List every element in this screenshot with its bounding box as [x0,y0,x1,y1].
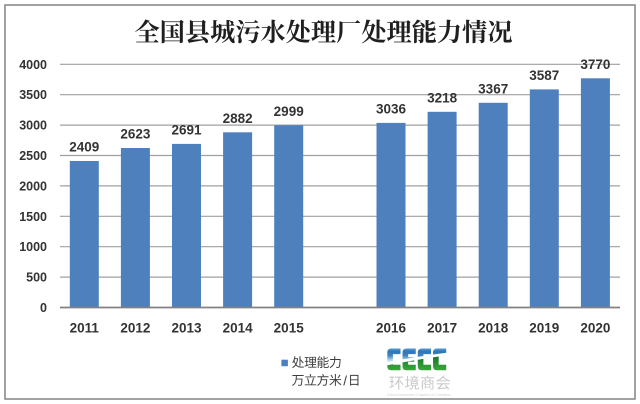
svg-text:2019: 2019 [529,321,559,336]
svg-text:2016: 2016 [376,321,407,336]
svg-text:2012: 2012 [120,321,150,336]
svg-text:2882: 2882 [223,111,253,126]
svg-text:1500: 1500 [19,210,47,224]
svg-text:2014: 2014 [223,321,254,336]
svg-text:/: / [343,374,347,389]
svg-text:2015: 2015 [274,321,305,336]
svg-text:3587: 3587 [529,68,559,83]
svg-text:0: 0 [40,301,47,315]
svg-text:2020: 2020 [580,321,610,336]
svg-text:2011: 2011 [70,321,100,336]
svg-text:4000: 4000 [19,58,47,72]
svg-text:2691: 2691 [171,123,202,138]
svg-text:2018: 2018 [478,321,509,336]
svg-text:3770: 3770 [580,57,610,72]
svg-text:500: 500 [26,271,47,285]
svg-text:3036: 3036 [376,102,407,117]
svg-text:1000: 1000 [19,240,47,254]
svg-text:2409: 2409 [69,140,99,155]
svg-text:2999: 2999 [274,104,304,119]
svg-text:3000: 3000 [19,119,47,133]
svg-text:3367: 3367 [478,82,508,97]
svg-text:2500: 2500 [19,149,47,163]
svg-text:China Environment Chamber of C: China Environment Chamber of Commerce [387,393,451,397]
svg-text:3500: 3500 [19,88,47,102]
svg-text:2000: 2000 [19,179,47,193]
svg-text:3218: 3218 [427,91,458,106]
svg-text:2623: 2623 [120,127,151,142]
svg-text:2013: 2013 [171,321,202,336]
svg-text:2017: 2017 [427,321,457,336]
